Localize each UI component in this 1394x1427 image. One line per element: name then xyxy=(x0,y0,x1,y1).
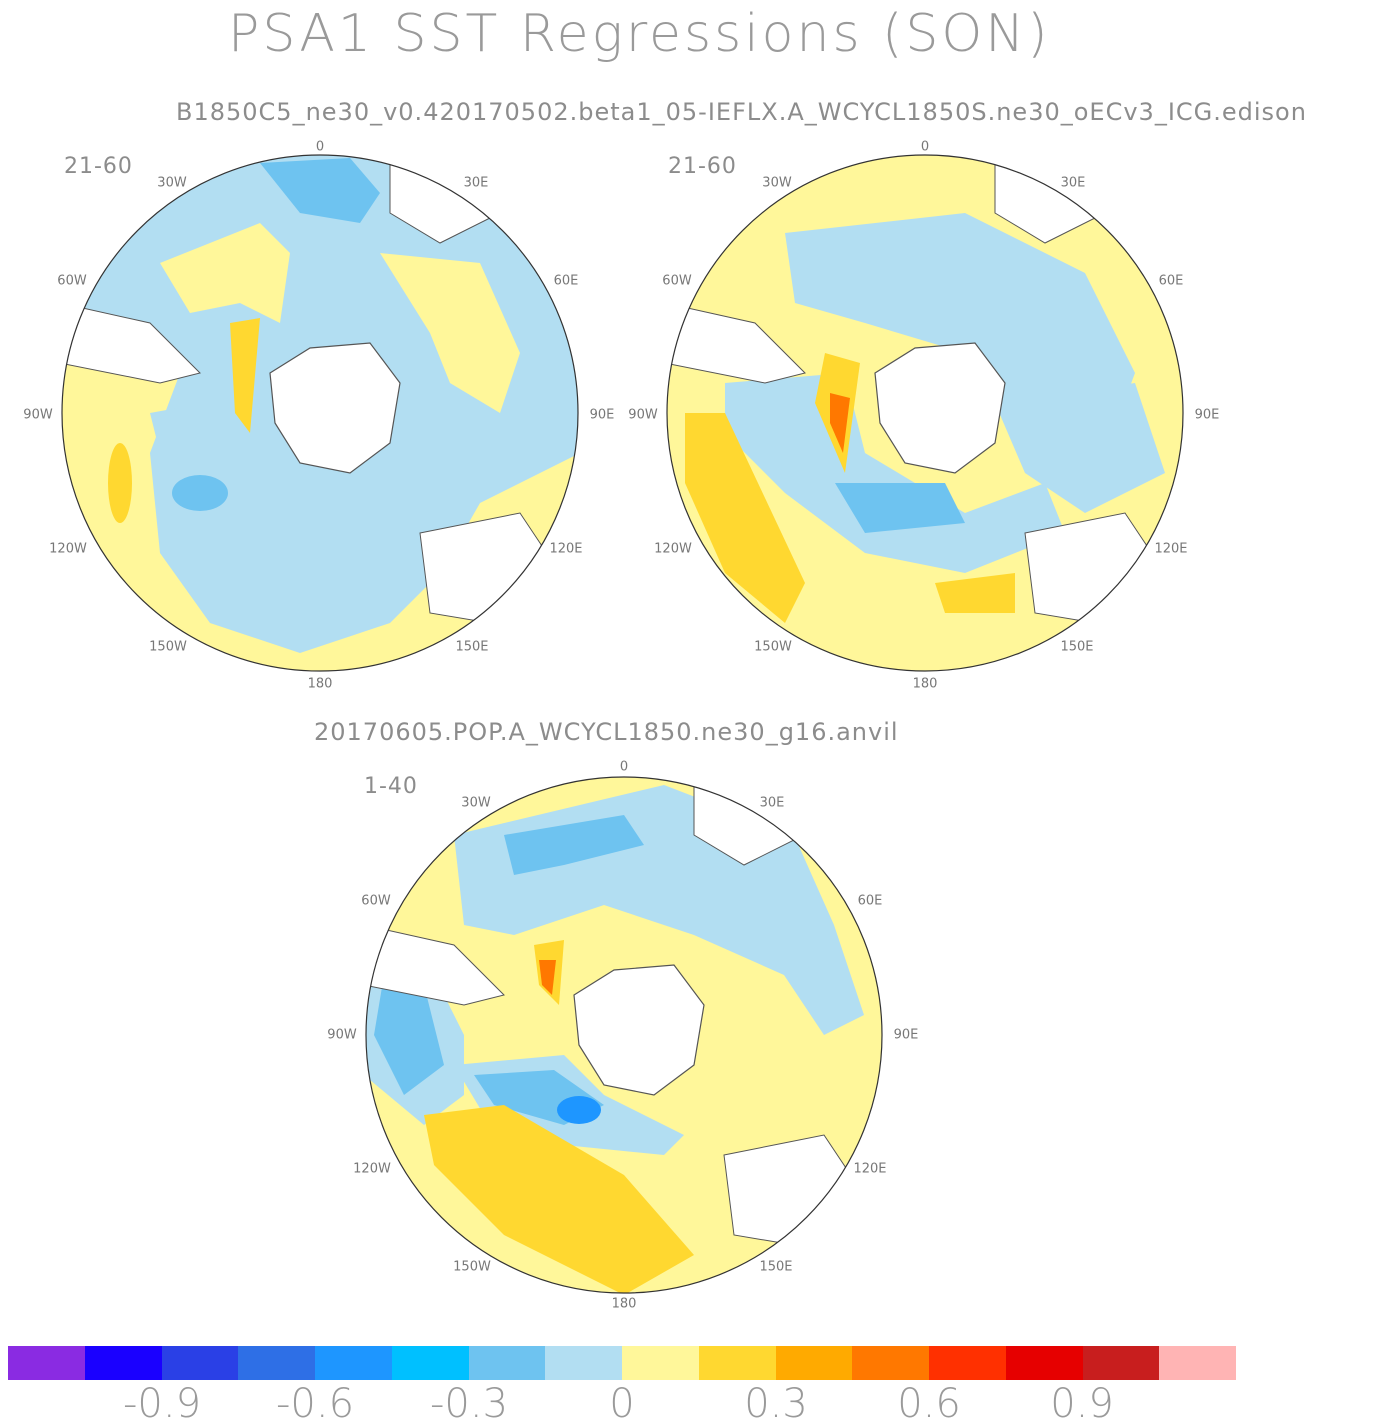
south-america-landmass xyxy=(366,924,505,1006)
positive-anomaly-region xyxy=(380,253,520,413)
negative-anomaly-region xyxy=(260,158,380,223)
negative-anomaly-region xyxy=(725,373,1065,573)
lon-label: 90E xyxy=(1194,407,1220,423)
lon-label: 150E xyxy=(759,1259,793,1275)
antarctica-landmass xyxy=(573,964,705,1096)
map-border xyxy=(61,154,579,672)
colorbar-swatch xyxy=(84,1346,162,1380)
lon-label: 30E xyxy=(759,795,785,811)
lon-label: 150W xyxy=(453,1259,491,1275)
lon-label: 30W xyxy=(762,175,792,191)
lon-label: 30E xyxy=(1060,175,1086,191)
lon-label: 90E xyxy=(893,1027,919,1043)
antarctica-landmass xyxy=(874,342,1006,474)
colorbar-swatch xyxy=(161,1346,239,1380)
colorbar-swatch xyxy=(775,1346,853,1380)
antarctica-landmass xyxy=(269,342,401,474)
colorbar-swatch xyxy=(8,1346,85,1380)
lon-label: 90W xyxy=(23,407,53,423)
colorbar-swatch xyxy=(468,1346,546,1380)
figure-title: PSA1 SST Regressions (SON) xyxy=(228,4,1051,64)
positive-anomaly-region xyxy=(230,318,260,433)
lon-label: 120E xyxy=(853,1161,887,1177)
colorbar-tick-label: -0.3 xyxy=(429,1381,509,1427)
colorbar-swatch xyxy=(1082,1346,1160,1380)
colorbar-tick-label: -0.9 xyxy=(122,1381,202,1427)
lon-label: 60E xyxy=(553,273,579,289)
colorbar-tick-label: 0 xyxy=(609,1381,635,1427)
negative-anomaly-region xyxy=(172,475,228,511)
positive-anomaly-region xyxy=(830,393,850,453)
lon-label: 30W xyxy=(157,175,187,191)
lon-label: 30E xyxy=(463,175,489,191)
colorbar-tick-label: 0.9 xyxy=(1050,1381,1114,1427)
lon-label: 120W xyxy=(49,541,87,557)
panel-group-2-title: 20170605.POP.A_WCYCL1850.ne30_g16.anvil xyxy=(314,718,899,746)
colorbar-tick-label: 0.6 xyxy=(897,1381,961,1427)
positive-anomaly-region xyxy=(685,413,805,623)
lon-label: 120W xyxy=(654,541,692,557)
lon-label: 90W xyxy=(628,407,658,423)
colorbar-swatch xyxy=(238,1346,315,1380)
lon-label: 150E xyxy=(1060,639,1094,655)
lon-label: 0 xyxy=(315,139,325,155)
lon-label: 60W xyxy=(57,273,87,289)
lon-label: 90E xyxy=(589,407,615,423)
south-america-landmass xyxy=(62,302,201,384)
lon-label: 60W xyxy=(662,273,692,289)
positive-anomaly-region xyxy=(935,573,1015,613)
panel-1-label: 21-60 xyxy=(64,154,133,179)
lon-label: 120E xyxy=(549,541,583,557)
colorbar-swatch xyxy=(315,1346,392,1380)
panel-group-1-title: B1850C5_ne30_v0.420170502.beta1_05-IEFLX… xyxy=(176,98,1307,126)
polar-map-panel-1 xyxy=(61,154,579,672)
colorbar-swatch xyxy=(852,1346,929,1380)
panel-2-label: 21-60 xyxy=(668,154,737,179)
negative-anomaly-region xyxy=(557,1096,601,1124)
panel-3-label: 1-40 xyxy=(364,774,418,799)
lon-label: 0 xyxy=(920,139,930,155)
colorbar-tick-label: 0.3 xyxy=(744,1381,808,1427)
colorbar-swatch xyxy=(1005,1346,1083,1380)
colorbar-tick-label: -0.6 xyxy=(275,1381,355,1427)
negative-anomaly-region xyxy=(995,383,1165,513)
positive-anomaly-region xyxy=(539,960,556,995)
colorbar xyxy=(8,1346,1236,1380)
colorbar-swatch xyxy=(929,1346,1006,1380)
map-border xyxy=(666,154,1184,672)
lon-label: 150W xyxy=(149,639,187,655)
lon-label: 180 xyxy=(307,676,333,692)
negative-anomaly-region xyxy=(374,975,444,1095)
negative-anomaly-region xyxy=(835,483,965,533)
lon-label: 120E xyxy=(1154,541,1188,557)
lon-label: 90W xyxy=(327,1027,357,1043)
polar-map-panel-3 xyxy=(365,776,883,1294)
negative-anomaly-region xyxy=(150,393,380,583)
negative-anomaly-region xyxy=(785,213,1135,453)
lon-label: 180 xyxy=(611,1296,637,1312)
colorbar-swatch xyxy=(698,1346,776,1380)
lon-label: 60W xyxy=(361,893,391,909)
polar-map-panel-2 xyxy=(666,154,1184,672)
lon-label: 60E xyxy=(1158,273,1184,289)
colorbar-swatch xyxy=(622,1346,699,1380)
positive-anomaly-region xyxy=(108,443,132,523)
lon-label: 150E xyxy=(455,639,489,655)
lon-label: 60E xyxy=(857,893,883,909)
lon-label: 120W xyxy=(353,1161,391,1177)
lon-label: 150W xyxy=(754,639,792,655)
positive-anomaly-region xyxy=(160,223,290,323)
colorbar-swatch xyxy=(1159,1346,1236,1380)
positive-anomaly-region xyxy=(424,1105,694,1293)
south-america-landmass xyxy=(667,302,806,384)
negative-anomaly-region xyxy=(504,815,644,875)
map-border xyxy=(365,776,883,1294)
lon-label: 30W xyxy=(461,795,491,811)
lon-label: 0 xyxy=(619,759,629,775)
colorbar-swatch xyxy=(545,1346,622,1380)
lon-label: 180 xyxy=(912,676,938,692)
colorbar-swatch xyxy=(391,1346,469,1380)
